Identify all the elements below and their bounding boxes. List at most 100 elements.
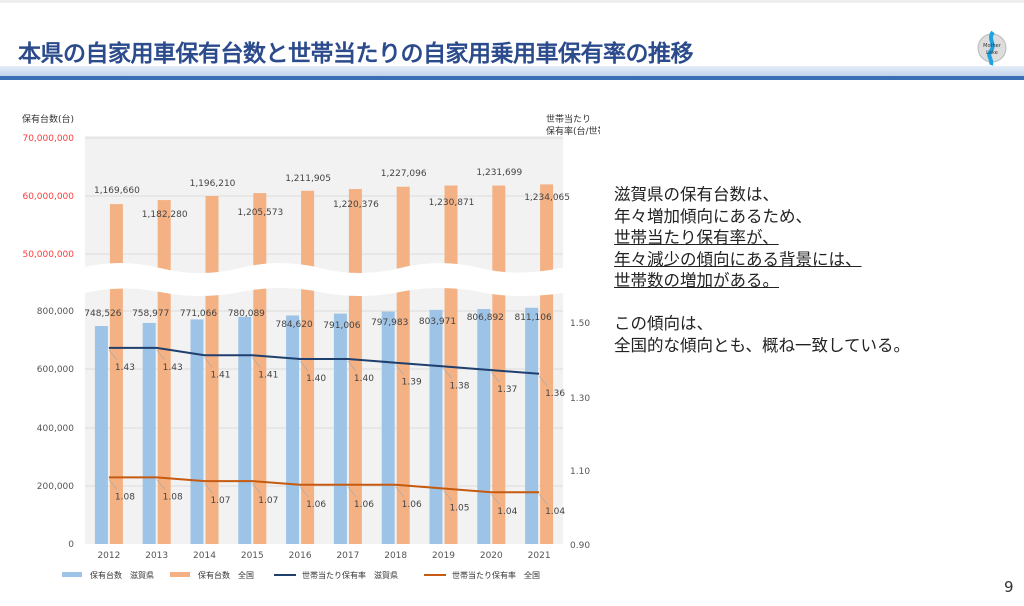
bar-label-national: 1,205,573 <box>237 208 283 218</box>
bar-label-shiga: 771,066 <box>180 309 217 319</box>
title-band <box>0 66 1024 78</box>
left-tick-label: 600,000 <box>37 365 74 375</box>
leader-line <box>443 490 452 501</box>
bar-national <box>109 204 123 544</box>
left-tick-label: 70,000,000 <box>22 134 74 144</box>
top-border <box>0 0 1024 3</box>
text-line: 年々増加傾向にあるため、 <box>614 206 812 226</box>
leader-line <box>156 479 165 490</box>
line-label-shiga: 1.37 <box>497 385 517 395</box>
bar-label-shiga: 780,089 <box>228 309 265 319</box>
bar-label-national: 1,211,905 <box>285 174 331 184</box>
line-label-national: 1.05 <box>449 504 469 514</box>
leader-line <box>347 486 357 498</box>
leader-line <box>204 357 213 368</box>
left-tick-label: 0 <box>68 540 74 550</box>
line-label-national: 1.07 <box>258 496 278 506</box>
bar-label-shiga: 748,526 <box>84 309 121 319</box>
right-axis-title: 世帯当たり <box>546 113 591 125</box>
text-line-underlined: 年々減少の傾向にある背景には、 <box>614 249 862 269</box>
legend-label: 世帯当たり保有率 全国 <box>452 570 540 580</box>
x-tick-label: 2017 <box>336 551 359 561</box>
line-label-national: 1.08 <box>115 492 135 502</box>
leader-line <box>491 371 500 383</box>
title-underline <box>0 76 1024 80</box>
text-line: 全国的な傾向とも、概ね一致している。 <box>614 335 911 355</box>
right-tick-label: 0.90 <box>570 541 590 551</box>
bar-shiga <box>525 307 539 544</box>
mother-lake-logo: Mother Lake <box>977 30 1007 66</box>
x-tick-label: 2018 <box>384 551 407 561</box>
bar-shiga <box>286 315 300 544</box>
text-line: この傾向は、 <box>614 314 713 333</box>
line-label-national: 1.08 <box>163 492 183 502</box>
leader-line <box>108 479 118 490</box>
line-shiga <box>108 346 540 375</box>
bar-label-national: 1,227,096 <box>381 169 427 179</box>
bar-label-national: 1,231,699 <box>476 168 522 178</box>
leader-line <box>538 375 548 387</box>
bar-shiga <box>142 322 156 544</box>
x-tick-label: 2013 <box>145 551 168 561</box>
bar-label-shiga: 791,006 <box>323 321 360 331</box>
bar-label-shiga: 797,983 <box>371 318 408 328</box>
svg-text:Lake: Lake <box>986 50 998 56</box>
text-line-underlined: 世帯当たり保有率が、 <box>614 228 779 247</box>
leader-line <box>443 368 452 379</box>
left-tick-label: 60,000,000 <box>22 192 74 202</box>
left-tick-label: 200,000 <box>37 482 74 492</box>
bar-label-shiga: 758,977 <box>132 309 169 319</box>
right-axis-title: 保有率(台/世帯) <box>546 125 600 137</box>
page-title: 本県の自家用車保有台数と世帯当たりの自家用乗用車保有率の推移 <box>18 41 694 67</box>
leader-line <box>108 349 118 361</box>
svg-text:Mother: Mother <box>983 43 1002 49</box>
line-label-shiga: 1.41 <box>258 370 278 380</box>
line-label-shiga: 1.40 <box>354 374 374 384</box>
right-tick-label: 1.10 <box>570 467 590 477</box>
leader-line <box>299 486 309 498</box>
commentary: 滋賀県の保有台数は、 年々増加傾向にあるため、 世帯当たり保有率が、 年々減少の… <box>614 184 910 356</box>
bar-national <box>253 193 267 544</box>
line-label-shiga: 1.43 <box>115 363 135 373</box>
axis-break <box>80 263 570 296</box>
legend-swatch <box>170 572 190 577</box>
leader-line <box>347 360 357 372</box>
bar-shiga <box>238 316 252 544</box>
x-tick-label: 2016 <box>289 551 312 561</box>
bar-label-shiga: 806,892 <box>467 313 504 323</box>
line-label-shiga: 1.38 <box>449 381 469 391</box>
leader-line <box>395 486 404 498</box>
bar-label-shiga: 811,106 <box>514 313 551 323</box>
leader-line <box>395 364 404 375</box>
bar-shiga <box>94 325 108 544</box>
plot-area <box>85 136 563 544</box>
x-tick-label: 2014 <box>193 551 216 561</box>
left-tick-label: 50,000,000 <box>22 250 74 260</box>
line-label-national: 1.07 <box>210 496 230 506</box>
line-label-national: 1.06 <box>402 500 422 510</box>
bar-label-national: 1,230,871 <box>429 198 475 208</box>
bar-shiga <box>429 309 443 544</box>
bar-shiga <box>333 313 347 544</box>
line-label-shiga: 1.43 <box>163 363 183 373</box>
bar-label-national: 1,196,210 <box>190 179 236 189</box>
leader-line <box>204 482 213 494</box>
bar-shiga <box>477 308 491 544</box>
right-tick-label: 1.30 <box>570 394 590 404</box>
line-label-shiga: 1.36 <box>545 389 565 399</box>
page-number: 9 <box>1004 578 1014 596</box>
x-tick-label: 2019 <box>432 551 455 561</box>
left-tick-label: 800,000 <box>37 307 74 317</box>
bar-label-national: 1,169,660 <box>94 186 140 196</box>
line-label-shiga: 1.41 <box>210 370 230 380</box>
leader-line <box>252 482 261 494</box>
x-tick-label: 2021 <box>528 551 551 561</box>
text-line-underlined: 世帯数の増加がある。 <box>614 271 779 290</box>
right-tick-label: 1.50 <box>570 319 590 329</box>
line-label-national: 1.06 <box>306 500 326 510</box>
text-line: 滋賀県の保有台数は、 <box>614 185 779 204</box>
line-label-national: 1.04 <box>545 507 565 517</box>
x-tick-label: 2020 <box>480 551 503 561</box>
bar-national <box>492 185 506 544</box>
bar-national <box>540 184 554 544</box>
